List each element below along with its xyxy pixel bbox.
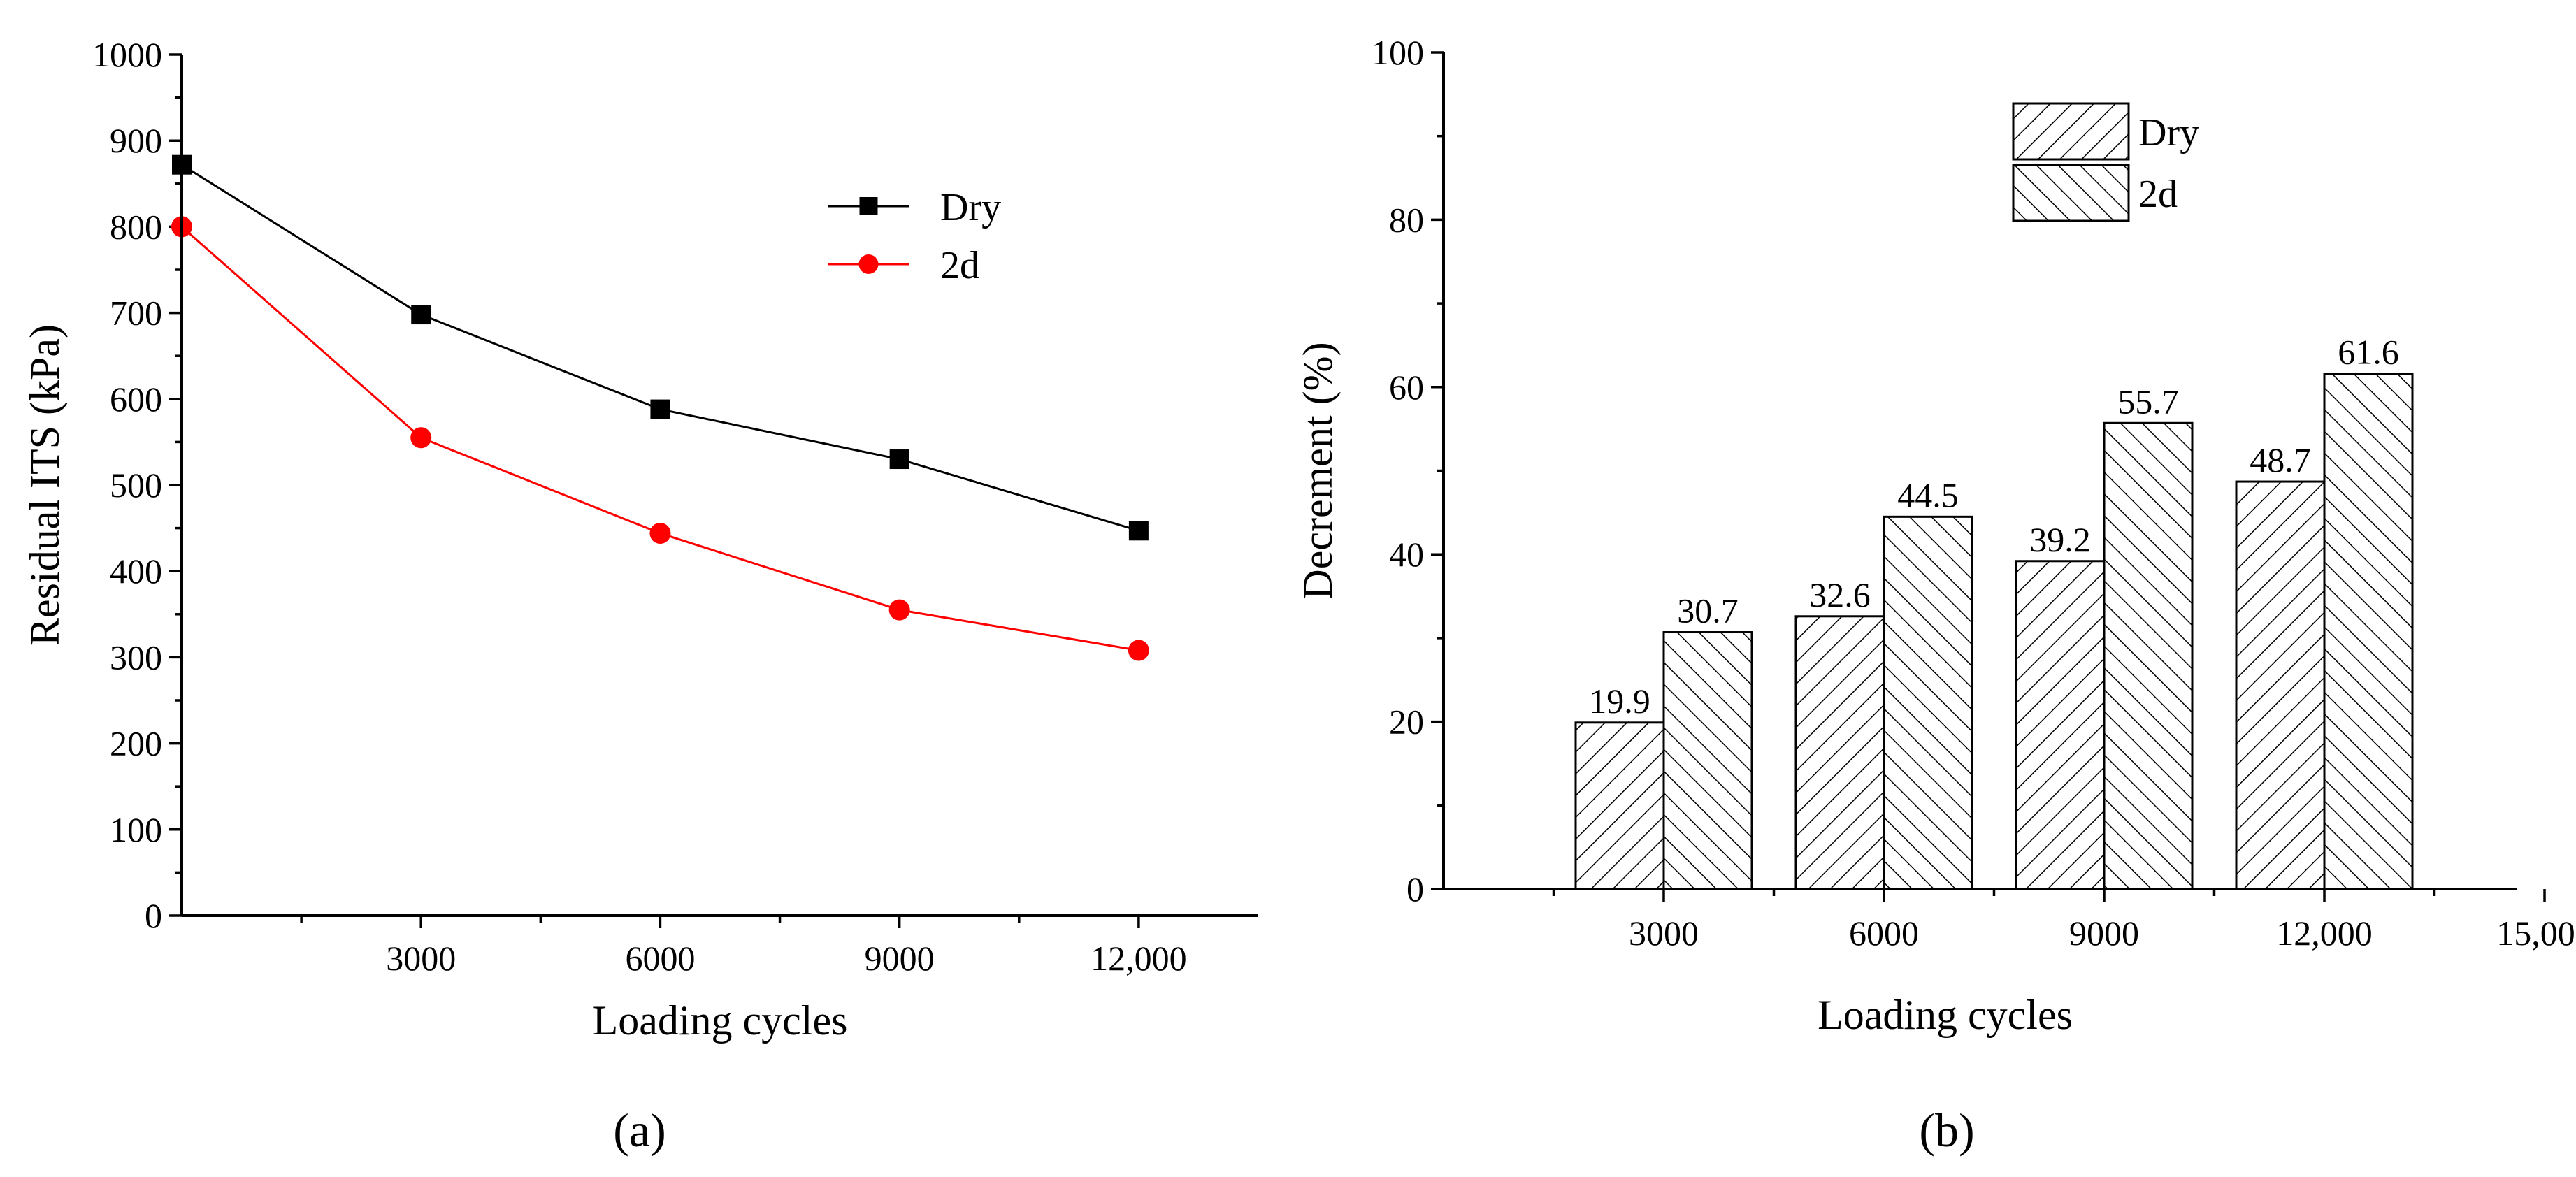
panel-b-bar-2d (1662, 631, 1753, 890)
panel-a-series (171, 154, 1149, 661)
panel-a-point-2d (410, 427, 432, 449)
panel-b-y-tick-label: 20 (1389, 702, 1424, 742)
panel-a-legend-dry-label: Dry (940, 186, 1001, 229)
panel-b-bar-dry (2235, 480, 2326, 890)
panel-a-point-2d (1128, 640, 1149, 661)
panel-b-x-tick-label: 12,000 (2276, 914, 2373, 953)
panel-b-x-axis-title: Loading cycles (1818, 992, 2073, 1038)
panel-b-bar-label: 32.6 (1809, 575, 1871, 614)
panel-b-bar-label: 48.7 (2250, 440, 2311, 479)
panel-b-legend-dry-label: Dry (2138, 111, 2199, 154)
panel-a-axes (180, 55, 1258, 917)
panel-b-axes (1442, 52, 2517, 890)
panel-a-point-dry (411, 305, 431, 325)
panel-a-label: (a) (613, 1104, 665, 1157)
panel-b-x-tick-label: 15,000 (2496, 914, 2576, 953)
panel-a-point-dry (650, 399, 670, 419)
panel-a-y-tick-label: 700 (110, 294, 162, 333)
panel-b-y-tick-label: 100 (1372, 33, 1424, 72)
panel-a-point-2d (888, 599, 910, 621)
panel-b-legend: Dry 2d (2012, 102, 2199, 222)
panel-b-legend-2d-swatch (2012, 164, 2130, 222)
panel-a-y-tick-label: 500 (110, 465, 162, 505)
panel-a-legend: Dry 2d (828, 186, 1001, 287)
panel-b-legend-dry-swatch (2012, 102, 2130, 161)
panel-a-y-tick-label: 400 (110, 551, 162, 591)
panel-b-bar-label: 30.7 (1677, 591, 1739, 630)
panel-a-x-tick-label: 12,000 (1091, 939, 1187, 978)
panel-b-x-tick-label: 9000 (2069, 914, 2139, 953)
panel-a-x-tick-label: 6000 (625, 939, 695, 978)
panel-b-x-tick-label: 3000 (1629, 914, 1699, 953)
panel-b-x-tick-label: 6000 (1849, 914, 1919, 953)
panel-a-point-2d (649, 522, 671, 544)
panel-b-bar-label: 19.9 (1589, 681, 1650, 721)
panel-b-bar-label: 61.6 (2338, 333, 2399, 372)
panel-a-series-line-2d (181, 226, 1139, 652)
panel-b-y-tick-label: 80 (1389, 200, 1424, 239)
panel-b-bar-2d (1883, 515, 1973, 890)
panel-a-y-tick-label: 600 (110, 380, 162, 419)
panel-b-bar-dry (2015, 560, 2106, 890)
panel-b-bars: 19.9 30.7 32.6 44.5 39.2 55.7 48.7 61.6 (1574, 333, 2414, 890)
panel-a-y-tick-label: 900 (110, 121, 162, 160)
panel-b-legend-2d-label: 2d (2138, 173, 2178, 216)
panel-b-y-tick-label: 0 (1406, 869, 1424, 909)
panel-b-bar-dry (1794, 615, 1885, 890)
panel-a-ticks: 0 100 200 300 400 500 600 700 800 900 1000 3000 6000… (92, 35, 1187, 978)
panel-a-y-tick-label: 100 (110, 810, 162, 849)
panel-a-y-tick-label: 1000 (92, 35, 162, 74)
panel-a-x-axis-title: Loading cycles (593, 997, 848, 1044)
panel-b-y-tick-label: 60 (1389, 368, 1424, 407)
panel-b-label: (b) (1919, 1104, 1974, 1157)
panel-a-point-dry (889, 449, 909, 470)
panel-a-y-tick-label: 0 (145, 896, 162, 935)
panel-a-y-tick-label: 300 (110, 637, 162, 677)
panel-a-line-chart: 0 100 200 300 400 500 600 700 800 900 1000 3000 6000… (22, 35, 1258, 1157)
panel-b-y-axis-title: Decrement (%) (1295, 342, 1341, 599)
panel-a-y-tick-label: 200 (110, 724, 162, 763)
panel-a-y-tick-label: 800 (110, 207, 162, 246)
panel-a-legend-2d-marker (858, 254, 879, 274)
panel-a-point-dry (1128, 521, 1149, 541)
panel-b-y-tick-label: 40 (1389, 535, 1424, 574)
panel-b-bar-2d (2103, 421, 2194, 890)
panel-b-bar-label: 55.7 (2117, 382, 2179, 421)
panel-a-legend-dry-marker (859, 197, 878, 215)
panel-b-bar-label: 44.5 (1897, 475, 1959, 514)
panel-a-y-axis-title: Residual ITS (kPa) (22, 324, 68, 646)
panel-b-bar-chart: 0 20 40 60 80 100 3000 6000 9000 12,000 15,000 19.… (1295, 33, 2576, 1157)
panel-a-legend-2d-label: 2d (940, 244, 979, 287)
panel-b-bar-label: 39.2 (2029, 520, 2091, 559)
panel-b-bar-dry (1574, 721, 1665, 890)
panel-a-x-tick-label: 3000 (386, 939, 456, 978)
panel-b-bar-2d (2323, 373, 2414, 890)
panel-b-ticks: 0 20 40 60 80 100 3000 6000 9000 12,000 15,000 (1372, 33, 2576, 953)
panel-a-x-tick-label: 9000 (865, 939, 935, 978)
